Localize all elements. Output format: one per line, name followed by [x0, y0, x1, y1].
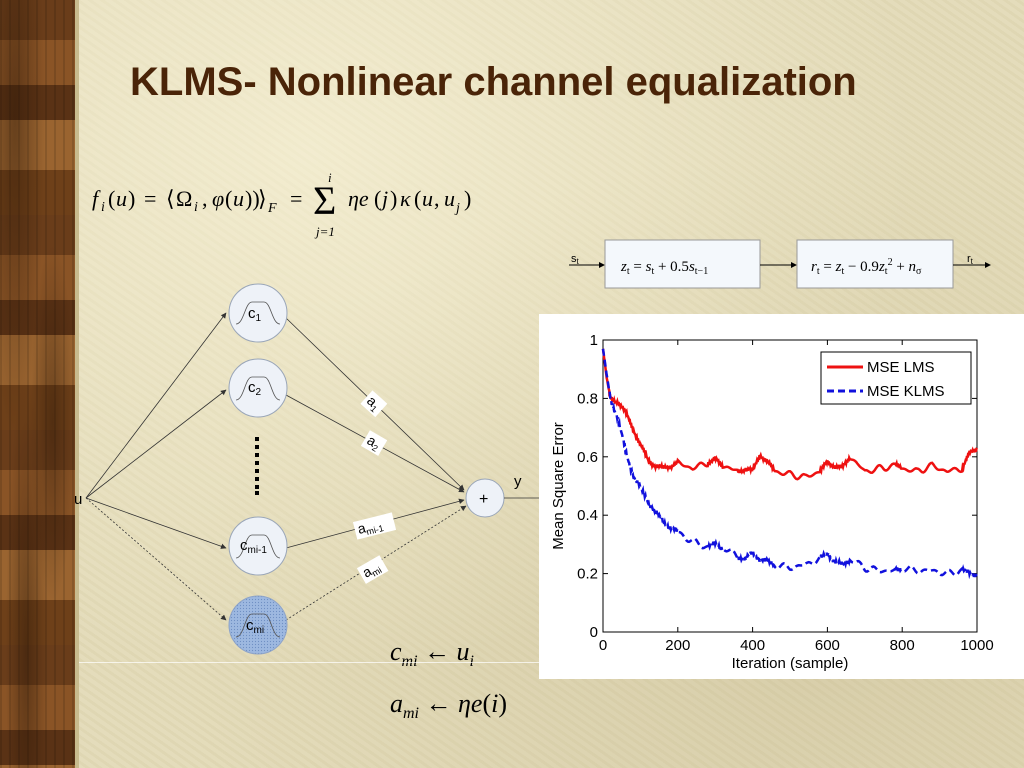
y-tick-label: 0	[590, 624, 598, 641]
svg-text:F: F	[267, 201, 277, 216]
svg-text:(: (	[414, 186, 421, 211]
wood-edge	[75, 0, 79, 768]
update-equations: cmi ← ui ami ← ηe(i)	[390, 637, 507, 722]
svg-text:(: (	[225, 186, 232, 211]
x-tick-label: 1000	[960, 637, 993, 654]
ellipsis-dots	[255, 437, 259, 495]
weight-label-1: a1	[360, 390, 388, 418]
x-axis-label: Iteration (sample)	[732, 655, 849, 672]
svg-text:⟨: ⟨	[166, 186, 175, 211]
svg-text:+: +	[479, 491, 488, 508]
svg-text:=: =	[290, 186, 302, 211]
channel-output-label: rt	[967, 253, 974, 266]
center-node-2: c2	[228, 358, 288, 418]
series-line-klms	[601, 348, 979, 581]
svg-text:c1: c1	[248, 305, 262, 324]
mse-chart: 0 200 400 600 800 1000 0 0.2 0.4 0.6 0.8 1 Iteration…	[550, 332, 994, 672]
network-input-label: u	[74, 491, 82, 508]
main-equation: f i ( u ) = ⟨ Ω i , φ ( u )) ⟩ F = Σ i j…	[92, 170, 471, 239]
slide-title: KLMS- Nonlinear channel equalization	[130, 60, 857, 104]
channel-block-linear	[604, 239, 761, 289]
y-tick-label: 0.2	[577, 566, 598, 583]
rbf-network-diagram: u c1 c2 cmi-1 cmi	[74, 283, 540, 655]
center-update-equation: cmi ← ui	[390, 637, 474, 670]
svg-text:i: i	[194, 200, 198, 215]
network-output-label: y	[514, 473, 522, 490]
svg-text:Σ: Σ	[313, 178, 336, 223]
x-tick-label: 200	[665, 637, 690, 654]
svg-text:j: j	[454, 201, 460, 216]
weight-label-mi: ami	[356, 555, 389, 584]
svg-text:⟩: ⟩	[258, 186, 267, 211]
svg-text:)): ))	[245, 186, 260, 211]
sum-upper-limit: i	[328, 170, 332, 185]
svg-text:=: =	[144, 186, 156, 211]
channel-block-nonlinear	[796, 239, 954, 289]
svg-text:c2: c2	[248, 379, 262, 398]
svg-text:u: u	[116, 186, 127, 211]
svg-text:u: u	[233, 186, 244, 211]
svg-text:,: ,	[434, 186, 440, 211]
y-tick-label: 0.4	[577, 507, 598, 524]
channel-input-label: st	[571, 253, 580, 266]
legend-label-lms: MSE LMS	[867, 359, 935, 376]
y-axis-label: Mean Square Error	[550, 422, 567, 550]
weight-label-2: a2	[360, 430, 388, 456]
svg-text:cmi-1: cmi-1	[240, 537, 267, 556]
x-tick-label: 0	[599, 637, 607, 654]
series-line-lms	[601, 348, 979, 481]
svg-text:(: (	[374, 186, 381, 211]
svg-text:): )	[464, 186, 471, 211]
svg-text:Ω: Ω	[176, 186, 192, 211]
y-tick-label: 0.6	[577, 449, 598, 466]
svg-text:ami-1: ami-1	[356, 515, 385, 539]
y-tick-label: 0.8	[577, 390, 598, 407]
svg-text:j: j	[379, 186, 388, 211]
svg-text:zt = st + 0.5st−1: zt = st + 0.5st−1	[620, 259, 708, 277]
svg-text:ηe: ηe	[348, 186, 369, 211]
wood-border	[0, 0, 75, 768]
sum-lower-limit: j=1	[314, 224, 335, 239]
svg-text:i: i	[101, 200, 105, 215]
svg-text:): )	[128, 186, 135, 211]
svg-text:κ: κ	[400, 186, 411, 211]
svg-text:rt = zt − 0.9zt2 + nσ: rt = zt − 0.9zt2 + nσ	[811, 257, 922, 277]
x-tick-label: 600	[815, 637, 840, 654]
channel-diagram: st rt zt = st + 0.5st−1 rt = zt − 0.9zt2…	[569, 239, 991, 289]
center-node-mi-1: cmi-1	[228, 516, 288, 576]
svg-text:,: ,	[202, 186, 208, 211]
svg-text:u: u	[422, 186, 433, 211]
center-node-1: c1	[228, 283, 288, 343]
chart-panel: 0 200 400 600 800 1000 0 0.2 0.4 0.6 0.8 1 Iteration…	[539, 314, 1024, 679]
weight-label-mi-1: ami-1	[352, 512, 397, 540]
svg-text:f: f	[92, 186, 101, 211]
svg-text:): )	[390, 186, 397, 211]
legend-box	[820, 351, 972, 405]
svg-text:cmi: cmi	[246, 617, 264, 636]
svg-text:(: (	[108, 186, 115, 211]
svg-text:u: u	[444, 186, 455, 211]
weight-update-equation: ami ← ηe(i)	[390, 689, 507, 722]
legend-label-klms: MSE KLMS	[867, 383, 945, 400]
y-tick-label: 1	[590, 332, 598, 349]
svg-text:φ: φ	[212, 186, 224, 211]
sum-node: +	[465, 478, 505, 518]
center-node-mi-new: cmi	[228, 595, 288, 655]
x-tick-label: 800	[890, 637, 915, 654]
x-tick-label: 400	[740, 637, 765, 654]
